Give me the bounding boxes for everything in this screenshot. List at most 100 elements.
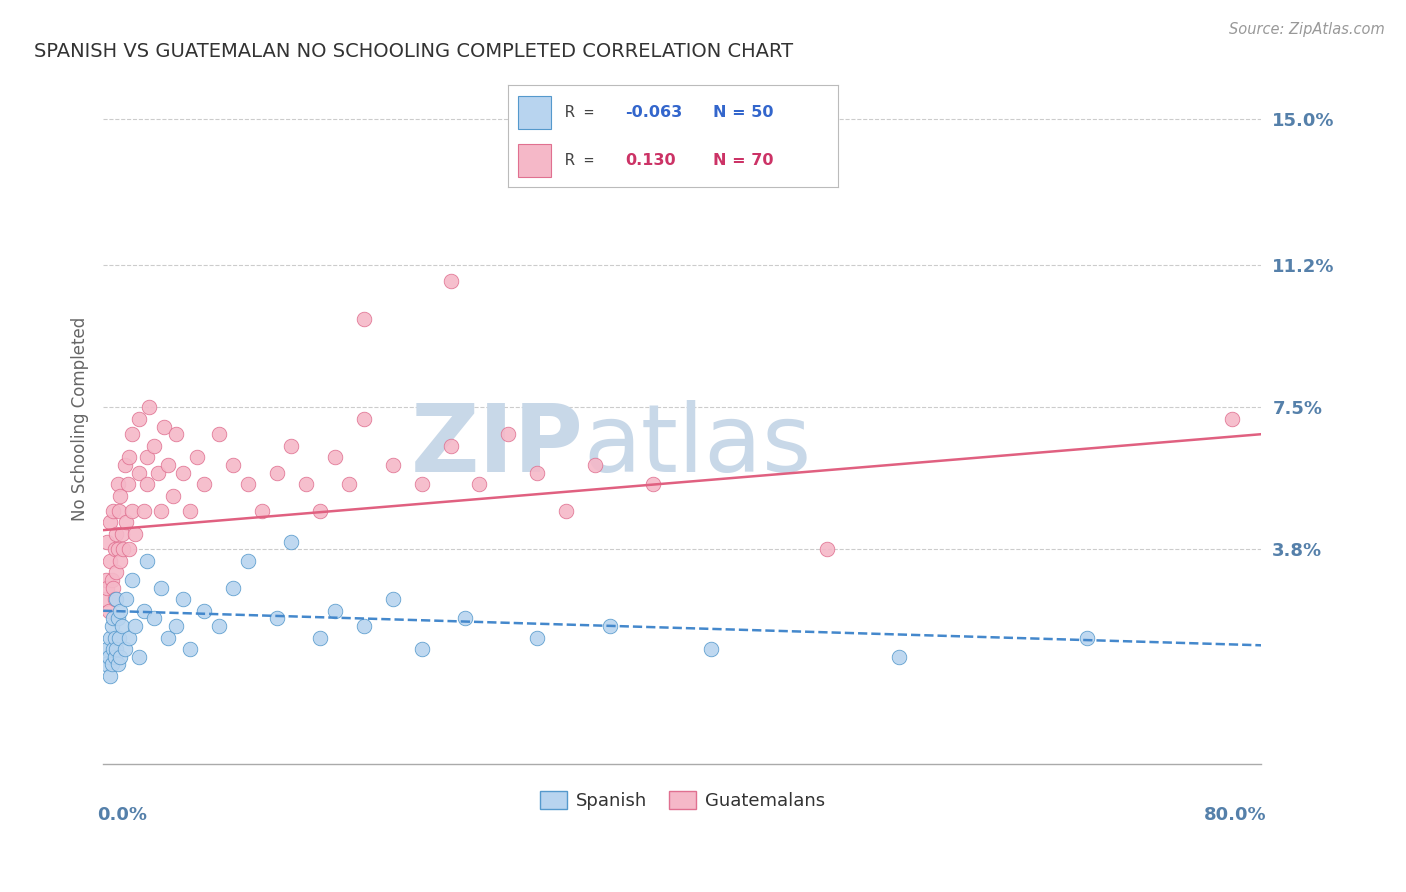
Point — [94, 657, 117, 672]
Point — [107, 542, 129, 557]
Point — [128, 649, 150, 664]
Point — [172, 592, 194, 607]
Point — [115, 516, 138, 530]
Point — [179, 642, 201, 657]
Point — [93, 592, 115, 607]
Point — [98, 631, 121, 645]
Point — [323, 450, 346, 465]
Point — [101, 619, 124, 633]
Point — [208, 619, 231, 633]
Point — [96, 581, 118, 595]
Point — [105, 527, 128, 541]
Point — [555, 504, 578, 518]
Point — [280, 439, 302, 453]
Point — [104, 649, 127, 664]
Point — [110, 554, 132, 568]
Point — [104, 592, 127, 607]
Point — [124, 527, 146, 541]
Point — [172, 466, 194, 480]
Point — [132, 604, 155, 618]
Point — [115, 592, 138, 607]
Point — [103, 504, 125, 518]
Point — [599, 619, 621, 633]
Point — [142, 439, 165, 453]
Point — [138, 401, 160, 415]
Point — [468, 477, 491, 491]
Point — [111, 619, 134, 633]
Point — [266, 611, 288, 625]
Point — [146, 466, 169, 480]
Point — [110, 489, 132, 503]
Point — [165, 619, 187, 633]
Point — [94, 573, 117, 587]
Point — [121, 573, 143, 587]
Point — [153, 419, 176, 434]
Point — [236, 477, 259, 491]
Text: atlas: atlas — [583, 401, 811, 492]
Point — [222, 458, 245, 472]
Point — [411, 477, 433, 491]
Point — [104, 631, 127, 645]
Point — [266, 466, 288, 480]
Point — [132, 504, 155, 518]
Point — [157, 458, 180, 472]
Point — [108, 504, 131, 518]
Point — [498, 427, 520, 442]
Point — [96, 642, 118, 657]
Point — [112, 542, 135, 557]
Point — [236, 554, 259, 568]
Point — [101, 573, 124, 587]
Text: Source: ZipAtlas.com: Source: ZipAtlas.com — [1229, 22, 1385, 37]
Point — [889, 649, 911, 664]
Point — [309, 504, 332, 518]
Point — [526, 466, 548, 480]
Point — [101, 657, 124, 672]
Point — [103, 611, 125, 625]
Point — [208, 427, 231, 442]
Point — [105, 566, 128, 580]
Point — [193, 604, 215, 618]
Point — [97, 604, 120, 618]
Legend: Spanish, Guatemalans: Spanish, Guatemalans — [533, 784, 832, 817]
Point — [96, 534, 118, 549]
Point — [381, 458, 404, 472]
Point — [252, 504, 274, 518]
Point — [108, 631, 131, 645]
Point — [103, 642, 125, 657]
Point — [110, 604, 132, 618]
Point — [411, 642, 433, 657]
Point — [353, 619, 375, 633]
Point — [128, 466, 150, 480]
Point — [1076, 631, 1098, 645]
Text: SPANISH VS GUATEMALAN NO SCHOOLING COMPLETED CORRELATION CHART: SPANISH VS GUATEMALAN NO SCHOOLING COMPL… — [34, 42, 793, 61]
Point — [439, 439, 461, 453]
Point — [124, 619, 146, 633]
Point — [128, 412, 150, 426]
Point — [121, 504, 143, 518]
Point — [193, 477, 215, 491]
Point — [118, 542, 141, 557]
Point — [118, 631, 141, 645]
Point — [179, 504, 201, 518]
Point — [135, 450, 157, 465]
Point — [107, 611, 129, 625]
Point — [110, 649, 132, 664]
Y-axis label: No Schooling Completed: No Schooling Completed — [72, 317, 89, 521]
Point — [222, 581, 245, 595]
Point — [150, 581, 173, 595]
Point — [150, 504, 173, 518]
Point — [105, 642, 128, 657]
Point — [353, 312, 375, 326]
Point — [526, 631, 548, 645]
Text: ZIP: ZIP — [411, 401, 583, 492]
Point — [118, 450, 141, 465]
Point — [381, 592, 404, 607]
Point — [98, 516, 121, 530]
Point — [353, 412, 375, 426]
Point — [111, 527, 134, 541]
Point — [98, 554, 121, 568]
Point — [107, 657, 129, 672]
Point — [135, 554, 157, 568]
Point — [121, 427, 143, 442]
Point — [97, 649, 120, 664]
